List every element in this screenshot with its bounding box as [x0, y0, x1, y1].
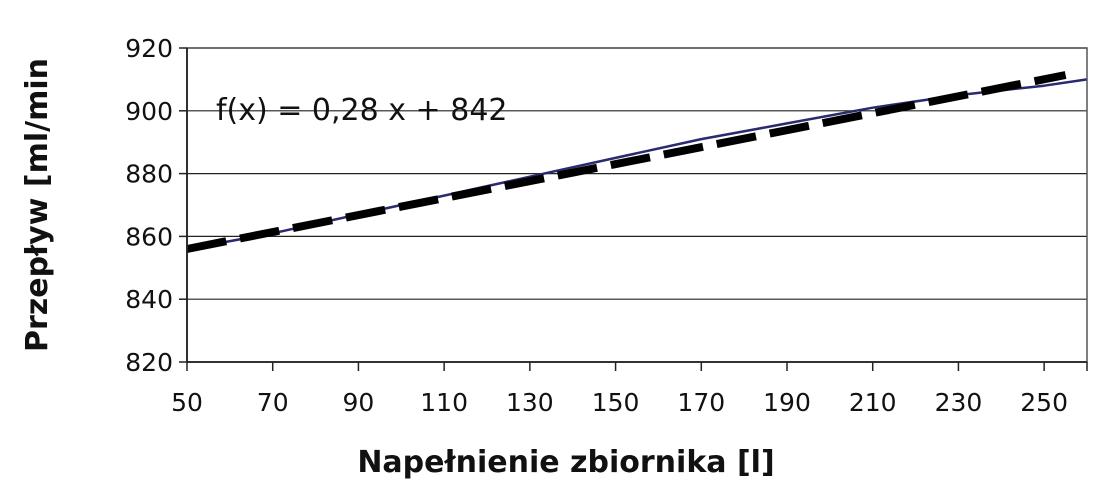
series-lines [186, 71, 1088, 253]
y-tick-label: 860 [125, 222, 173, 251]
y-tick-labels: 820 840 860 880 900 920 [125, 34, 173, 377]
x-tick-label: 150 [592, 388, 640, 417]
x-tick-labels: 50 70 90 110 130 150 170 190 210 230 250 [171, 388, 1068, 417]
x-tick-label: 70 [257, 388, 289, 417]
x-tick-label: 230 [935, 388, 983, 417]
x-tick-label: 210 [849, 388, 897, 417]
y-tick-label: 820 [125, 348, 173, 377]
x-tick-label: 90 [343, 388, 375, 417]
y-tick-label: 840 [125, 285, 173, 314]
gridlines [187, 47, 1087, 300]
y-axis-title: Przepływ [ml/min [20, 58, 55, 352]
x-axis-title: Napełnienie zbiornika [l] [357, 445, 774, 480]
x-tick-label: 190 [763, 388, 811, 417]
x-tick-label: 170 [677, 388, 725, 417]
x-tick-label: 50 [171, 388, 203, 417]
x-tick-label: 110 [420, 388, 468, 417]
dashed-trend-line [186, 71, 1067, 253]
y-tick-label: 900 [125, 97, 173, 126]
axes [179, 47, 1088, 371]
y-tick-label: 880 [125, 160, 173, 189]
x-tick-label: 250 [1020, 388, 1068, 417]
solid-data-line [186, 78, 1088, 251]
x-tick-label: 130 [506, 388, 554, 417]
y-tick-label: 920 [125, 34, 173, 63]
regression-equation: f(x) = 0,28 x + 842 [216, 93, 508, 128]
